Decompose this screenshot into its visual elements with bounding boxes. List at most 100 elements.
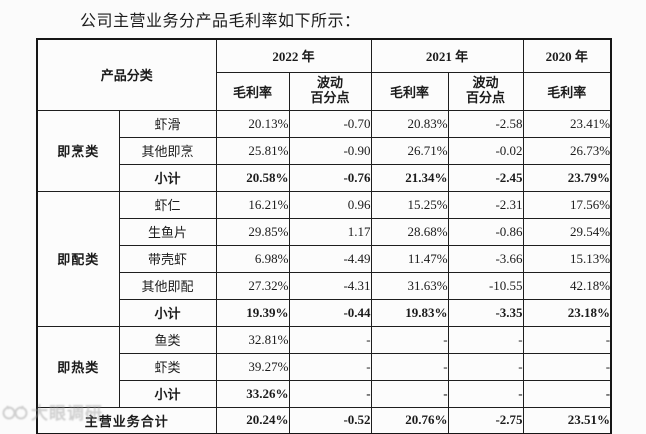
value-cell: 25.81% [215, 136, 290, 165]
subtotal-label-cell: 小计 [118, 379, 217, 408]
subtotal-row: 小计 19.39% -0.44 19.83% -3.35 23.18% [37, 298, 612, 327]
gross-margin-table: 产品分类 2022 年 2021 年 2020 年 毛利率 波动 百分点 毛利率… [36, 38, 613, 434]
fluctuation-line2: 百分点 [310, 90, 350, 105]
header-row-years: 产品分类 2022 年 2021 年 2020 年 [36, 38, 612, 111]
value-cell: 42.18% [522, 271, 612, 300]
header-gross-margin-2020: 毛利率 [522, 71, 612, 111]
value-cell: -3.66 [447, 244, 524, 273]
group-cell: 即烹类 [36, 109, 120, 192]
value-cell: 15.13% [522, 244, 612, 273]
value-cell: 29.85% [215, 217, 290, 246]
value-cell: 33.26% [215, 379, 290, 408]
value-cell: -2.31 [447, 190, 524, 219]
value-cell: 29.54% [522, 217, 612, 246]
table-row: 虾类 39.27% - - - - [37, 352, 612, 381]
value-cell: -0.44 [288, 298, 372, 327]
value-cell: -0.52 [288, 406, 372, 434]
value-cell: - [370, 325, 449, 354]
value-cell: - [447, 379, 524, 408]
value-cell: 32.81% [215, 325, 290, 354]
header-year-2022: 2022 年 [215, 38, 372, 73]
value-cell: 20.83% [370, 109, 449, 138]
value-cell: -3.35 [447, 298, 524, 327]
value-cell: -0.90 [288, 136, 372, 165]
value-cell: - [288, 352, 372, 381]
value-cell: -2.58 [447, 109, 524, 138]
header-fluctuation-2021: 波动 百分点 [447, 71, 524, 111]
value-cell: - [447, 325, 524, 354]
product-cell: 虾仁 [118, 190, 217, 219]
value-cell: -4.31 [288, 271, 372, 300]
table-row: 其他即配 27.32% -4.31 31.63% -10.55 42.18% [37, 271, 612, 300]
table-row: 即烹类 虾滑 20.13% -0.70 20.83% -2.58 23.41% [36, 109, 612, 192]
value-cell: - [447, 352, 524, 381]
product-cell: 虾滑 [118, 109, 217, 138]
value-cell: 26.73% [522, 136, 612, 165]
value-cell: 26.71% [370, 136, 449, 165]
value-cell: - [522, 352, 612, 381]
value-cell: 31.63% [370, 271, 449, 300]
value-cell: -2.45 [447, 163, 524, 192]
header-year-2020: 2020 年 [522, 38, 612, 73]
value-cell: - [370, 352, 449, 381]
value-cell: 21.34% [370, 163, 449, 192]
value-cell: - [370, 379, 449, 408]
fluctuation-line1: 波动 [472, 75, 499, 91]
subtotal-label-cell: 小计 [118, 298, 217, 327]
table-row: 带壳虾 6.98% -4.49 11.47% -3.66 15.13% [37, 244, 612, 273]
value-cell: 17.56% [522, 190, 612, 219]
value-cell: - [522, 379, 612, 408]
subtotal-row: 小计 20.58% -0.76 21.34% -2.45 23.79% [37, 163, 612, 192]
value-cell: - [288, 325, 372, 354]
value-cell: 23.18% [522, 298, 612, 327]
value-cell: 23.51% [522, 406, 612, 434]
value-cell: 27.32% [215, 271, 290, 300]
value-cell: -0.70 [288, 109, 372, 138]
group-cell: 即配类 [36, 190, 120, 327]
fluctuation-line1: 波动 [317, 75, 344, 91]
value-cell: 16.21% [215, 190, 290, 219]
product-cell: 其他即烹 [118, 136, 217, 165]
header-product-category: 产品分类 [36, 38, 217, 111]
group-cell: 即热类 [36, 325, 120, 408]
subtotal-row: 小计 33.26% - - - - [37, 379, 612, 408]
page-title: 公司主营业务分产品毛利率如下所示： [80, 13, 361, 30]
subtotal-label-cell: 小计 [118, 163, 217, 192]
total-label-cell: 主营业务合计 [36, 406, 217, 434]
value-cell: 20.13% [215, 109, 290, 138]
header-gross-margin-2021: 毛利率 [370, 71, 449, 111]
table-row: 其他即烹 25.81% -0.90 26.71% -0.02 26.73% [37, 136, 612, 165]
total-row: 主营业务合计 20.24% -0.52 20.76% -2.75 23.51% [36, 406, 612, 434]
value-cell: - [522, 325, 612, 354]
value-cell: -10.55 [447, 271, 524, 300]
value-cell: 28.68% [370, 217, 449, 246]
value-cell: -4.49 [288, 244, 372, 273]
value-cell: 0.96 [288, 190, 372, 219]
product-cell: 其他即配 [118, 271, 217, 300]
product-cell: 鱼类 [118, 325, 217, 354]
value-cell: 20.76% [370, 406, 449, 434]
header-year-2021: 2021 年 [370, 38, 524, 73]
value-cell: 6.98% [215, 244, 290, 273]
value-cell: -0.02 [447, 136, 524, 165]
value-cell: 11.47% [370, 244, 449, 273]
value-cell: 23.41% [522, 109, 612, 138]
value-cell: -0.76 [288, 163, 372, 192]
header-row-metrics: 毛利率 波动 百分点 毛利率 波动 百分点 毛利率 [37, 71, 612, 111]
binoculars-icon [2, 403, 28, 421]
table-row: 生鱼片 29.85% 1.17 28.68% -0.86 29.54% [37, 217, 612, 246]
value-cell: -0.86 [447, 217, 524, 246]
product-cell: 生鱼片 [118, 217, 217, 246]
value-cell: 20.24% [215, 406, 290, 434]
table-row: 即热类 鱼类 32.81% - - - - [36, 325, 612, 408]
value-cell: 20.58% [215, 163, 290, 192]
value-cell: 1.17 [288, 217, 372, 246]
value-cell: 15.25% [370, 190, 449, 219]
value-cell: 19.39% [215, 298, 290, 327]
header-gross-margin-2022: 毛利率 [215, 71, 290, 111]
value-cell: 39.27% [215, 352, 290, 381]
product-cell: 带壳虾 [118, 244, 217, 273]
fluctuation-line2: 百分点 [466, 90, 506, 105]
value-cell: 19.83% [370, 298, 449, 327]
